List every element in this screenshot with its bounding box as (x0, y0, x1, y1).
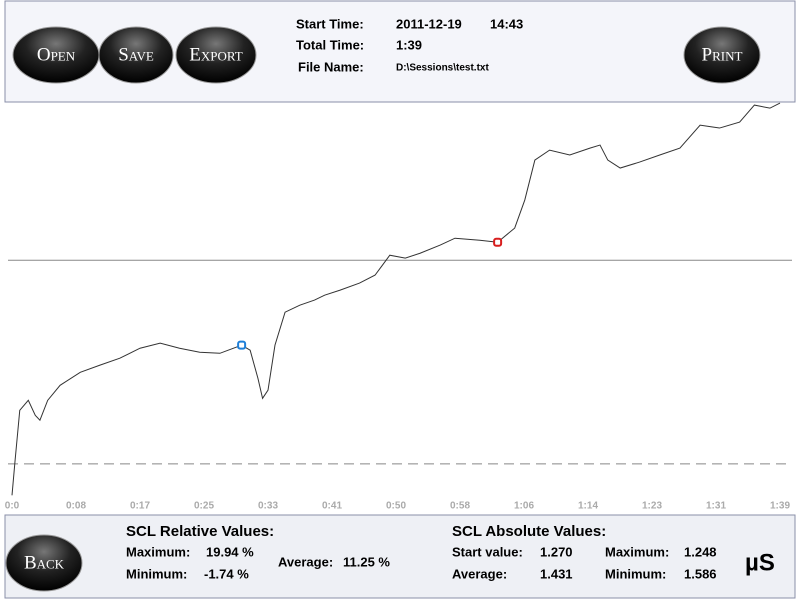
value: 1.248 (684, 544, 717, 559)
x-tick-label: 0:25 (194, 501, 214, 512)
unit: µS (745, 549, 775, 576)
button-label[interactable]: Export (189, 44, 243, 65)
x-tick-label: 1:39 (770, 501, 790, 512)
x-tick-label: 0:41 (322, 501, 342, 512)
button-shape[interactable] (175, 26, 257, 84)
label: Start value: (452, 544, 523, 559)
x-tick-label: 0:58 (450, 501, 470, 512)
value: 14:43 (490, 16, 523, 31)
button-shape[interactable] (683, 26, 761, 84)
value: 11.25 % (343, 554, 390, 569)
value: -1.74 % (204, 566, 249, 581)
button-label[interactable]: Open (37, 44, 76, 65)
value: D:\Sessions\test.txt (396, 63, 489, 74)
x-tick-label: 0:08 (66, 501, 86, 512)
value: 1.586 (684, 566, 717, 581)
section-title: SCL Relative Values: (126, 523, 274, 540)
print-button[interactable]: Print (683, 26, 761, 84)
button-label[interactable]: Back (24, 552, 65, 573)
label: Maximum: (605, 544, 669, 559)
button-shape[interactable] (98, 26, 174, 84)
signal-line (11, 102, 781, 496)
export-button[interactable]: Export (175, 26, 257, 84)
x-tick-label: 0:33 (258, 501, 278, 512)
value: 1.431 (540, 566, 573, 581)
label: Average: (278, 554, 333, 569)
x-tick-label: 0:50 (386, 501, 406, 512)
label: Maximum: (126, 544, 190, 559)
x-tick-label: 1:06 (514, 501, 534, 512)
x-tick-label: 1:23 (642, 501, 662, 512)
button-shape[interactable] (5, 534, 83, 592)
x-tick-label: 1:14 (578, 501, 598, 512)
value: 1:39 (396, 37, 422, 52)
label: Minimum: (126, 566, 187, 581)
button-label[interactable]: Save (118, 44, 154, 65)
value: 2011-12-19 (396, 16, 462, 31)
button-label[interactable]: Print (702, 44, 743, 65)
label: Total Time: (296, 37, 364, 52)
label: File Name: (298, 59, 364, 74)
value: 1.270 (540, 544, 573, 559)
save-button[interactable]: Save (98, 26, 174, 84)
event-marker (493, 237, 503, 247)
label: Average: (452, 566, 507, 581)
x-tick-label: 0:0 (5, 501, 20, 512)
label: Start Time: (296, 16, 364, 31)
section-title: SCL Absolute Values: (452, 523, 606, 540)
x-tick-label: 1:31 (706, 501, 726, 512)
footer-panel (4, 514, 796, 599)
open-button[interactable]: Open (12, 26, 100, 84)
event-marker (237, 340, 247, 350)
value: 19.94 % (206, 544, 254, 559)
x-tick-label: 0:17 (130, 501, 150, 512)
label: Minimum: (605, 566, 666, 581)
back-button[interactable]: Back (5, 534, 83, 592)
